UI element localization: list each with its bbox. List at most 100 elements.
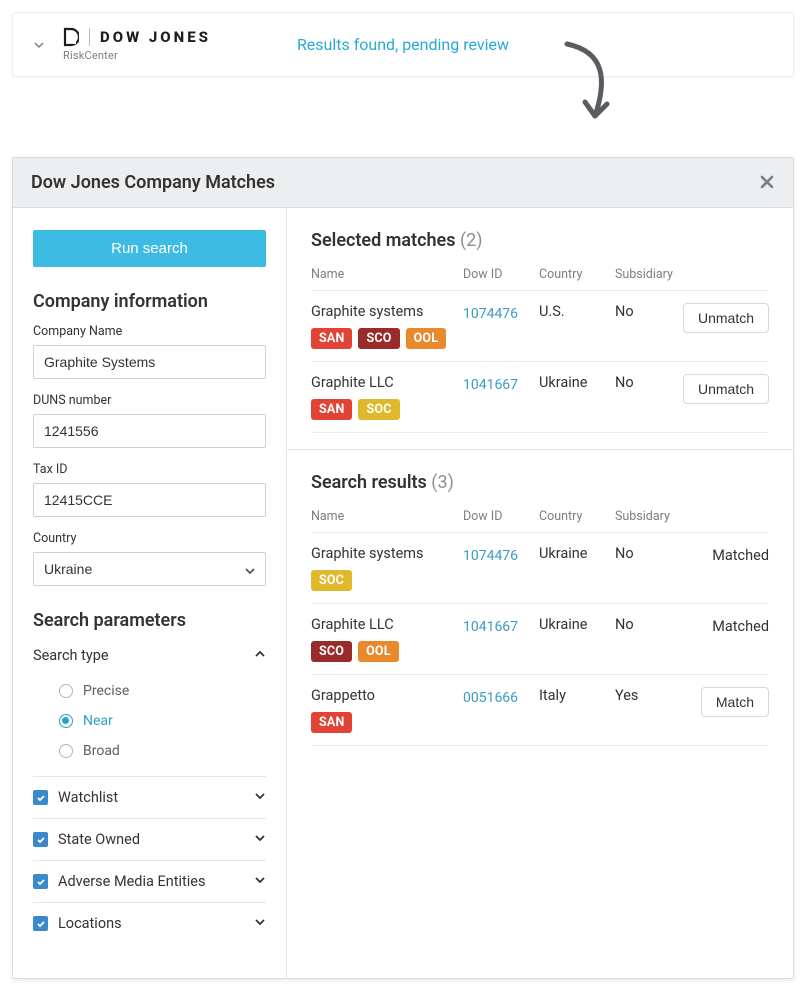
search-results-table: Name Dow ID Country Subsidary Graphite s…	[311, 499, 769, 746]
radio-near[interactable]: Near	[59, 706, 266, 736]
badge-list: SANSOC	[311, 399, 463, 420]
chevron-down-icon	[254, 789, 266, 806]
brand-block: DOW JONES RiskCenter	[63, 27, 211, 62]
col-country-header: Country	[539, 267, 615, 282]
table-header: Name Dow ID Country Subsidiary	[311, 257, 769, 290]
match-name: Graphite LLC	[311, 374, 463, 391]
company-name-label: Company Name	[33, 324, 266, 339]
badge-soc: SOC	[311, 570, 352, 591]
search-type-label: Search type	[33, 647, 109, 664]
tax-id-input[interactable]	[33, 483, 266, 517]
accordion-search-type[interactable]: Search type	[33, 643, 266, 676]
dow-id-link[interactable]: 1041667	[463, 619, 518, 635]
chevron-down-icon	[254, 873, 266, 890]
country-select[interactable]	[33, 552, 266, 586]
result-name: Graphite systems	[311, 545, 463, 562]
col-name-header: Name	[311, 267, 463, 282]
table-header: Name Dow ID Country Subsidary	[311, 499, 769, 532]
result-country: Ukraine	[539, 616, 615, 633]
badge-san: SAN	[311, 712, 353, 733]
result-country: Ukraine	[539, 545, 615, 562]
matched-label: Matched	[712, 618, 769, 635]
search-results-title-text: Search results	[311, 472, 427, 493]
badge-sco: SCO	[358, 328, 399, 349]
dow-jones-logo-icon	[63, 27, 79, 47]
tax-id-label: Tax ID	[33, 462, 266, 477]
accordion-adverse-media[interactable]: Adverse Media Entities	[33, 860, 266, 902]
checkbox-icon[interactable]	[33, 832, 48, 847]
match-subsidiary: No	[615, 303, 683, 320]
radio-near-label: Near	[83, 713, 113, 729]
radio-precise[interactable]: Precise	[59, 676, 266, 706]
result-country: Italy	[539, 687, 615, 704]
col-dowid-header: Dow ID	[463, 509, 539, 524]
company-name-input[interactable]	[33, 345, 266, 379]
selected-matches-count: (2)	[460, 230, 483, 251]
collapse-toggle[interactable]	[33, 39, 45, 51]
checkbox-icon[interactable]	[33, 790, 48, 805]
unmatch-button[interactable]: Unmatch	[683, 303, 769, 333]
checkbox-icon[interactable]	[33, 916, 48, 931]
results-panel: Selected matches (2) Name Dow ID Country…	[287, 208, 793, 978]
search-results-section: Search results (3) Name Dow ID Country S…	[287, 449, 793, 762]
logo-divider	[89, 28, 90, 46]
company-info-heading: Company information	[33, 291, 266, 312]
chevron-down-icon	[33, 39, 45, 51]
selected-matches-title: Selected matches (2)	[311, 230, 769, 251]
run-search-button[interactable]: Run search	[33, 230, 266, 267]
match-country: Ukraine	[539, 374, 615, 391]
table-row: Grappetto SAN 0051666 Italy Yes Match	[311, 674, 769, 746]
selected-matches-title-text: Selected matches	[311, 230, 455, 251]
radio-icon	[59, 714, 73, 728]
search-results-count: (3)	[431, 472, 454, 493]
badge-list: SCO OOL	[311, 641, 463, 662]
dow-id-link[interactable]: 1074476	[463, 548, 518, 564]
match-name: Graphite systems	[311, 303, 463, 320]
top-banner: DOW JONES RiskCenter Results found, pend…	[12, 12, 794, 77]
col-sub-header: Subsidary	[615, 509, 683, 524]
brand-name: DOW JONES	[100, 28, 211, 46]
dow-id-link[interactable]: 1041667	[463, 377, 518, 393]
radio-broad[interactable]: Broad	[59, 736, 266, 766]
dow-id-link[interactable]: 0051666	[463, 690, 518, 706]
search-panel: Run search Company information Company N…	[13, 208, 287, 978]
unmatch-button[interactable]: Unmatch	[683, 374, 769, 404]
match-button[interactable]: Match	[701, 687, 769, 717]
badge-ool: OOL	[406, 328, 447, 349]
badge-list: SAN	[311, 712, 463, 733]
checkbox-icon[interactable]	[33, 874, 48, 889]
brand-subtitle: RiskCenter	[63, 49, 211, 62]
accordion-locations[interactable]: Locations	[33, 902, 266, 944]
close-icon[interactable]	[759, 173, 775, 193]
matches-modal: Dow Jones Company Matches Run search Com…	[12, 157, 794, 979]
badge-sco: SCO	[311, 641, 352, 662]
selected-matches-section: Selected matches (2) Name Dow ID Country…	[287, 208, 793, 449]
col-sub-header: Subsidiary	[615, 267, 683, 282]
badge-ool: OOL	[358, 641, 399, 662]
selected-matches-table: Name Dow ID Country Subsidiary Graphite …	[311, 257, 769, 433]
radio-icon	[59, 684, 73, 698]
adverse-media-label: Adverse Media Entities	[58, 873, 205, 890]
col-country-header: Country	[539, 509, 615, 524]
locations-label: Locations	[58, 915, 122, 932]
badge-list: SANSCOOOL	[311, 328, 463, 349]
chevron-up-icon	[254, 647, 266, 664]
accordion-state-owned[interactable]: State Owned	[33, 818, 266, 860]
badge-san: SAN	[311, 399, 353, 420]
badge-soc: SOC	[358, 399, 399, 420]
accordion-watchlist[interactable]: Watchlist	[33, 776, 266, 818]
status-message: Results found, pending review	[297, 35, 509, 54]
result-name: Graphite LLC	[311, 616, 463, 633]
match-country: U.S.	[539, 303, 615, 320]
match-subsidiary: No	[615, 374, 683, 391]
search-params-heading: Search parameters	[33, 610, 266, 631]
radio-precise-label: Precise	[83, 683, 129, 699]
duns-input[interactable]	[33, 414, 266, 448]
search-type-options: Precise Near Broad	[33, 676, 266, 776]
matched-label: Matched	[712, 547, 769, 564]
result-subsidiary: No	[615, 616, 683, 633]
dow-id-link[interactable]: 1074476	[463, 306, 518, 322]
radio-icon	[59, 744, 73, 758]
chevron-down-icon	[254, 915, 266, 932]
result-subsidiary: No	[615, 545, 683, 562]
